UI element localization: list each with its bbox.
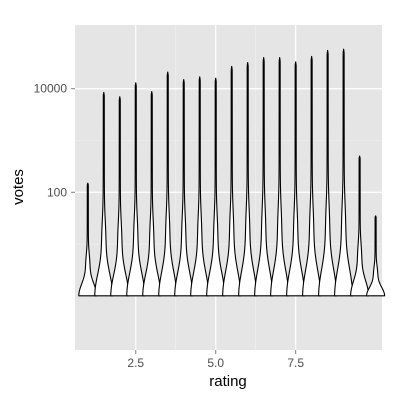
y-tick-label: 100	[47, 185, 67, 199]
violin	[174, 79, 194, 297]
violin	[350, 155, 370, 297]
violin	[94, 91, 114, 297]
violin	[222, 65, 242, 297]
violin-series	[78, 48, 386, 297]
violin	[110, 96, 130, 297]
violin	[318, 49, 338, 297]
x-tick-label: 2.5	[127, 356, 144, 370]
x-tick-label: 5.0	[207, 356, 224, 370]
violin	[270, 56, 290, 297]
violin	[366, 215, 386, 297]
x-axis: 2.5 5.0 7.5	[127, 350, 304, 370]
plot-panel	[75, 25, 382, 350]
x-axis-title: rating	[209, 373, 247, 390]
violin	[190, 76, 210, 297]
violin	[254, 56, 274, 297]
violin	[126, 82, 146, 297]
violin	[286, 61, 306, 297]
y-axis-title: votes	[10, 169, 27, 205]
x-tick-label: 7.5	[287, 356, 304, 370]
violin	[78, 182, 98, 297]
violin	[206, 77, 226, 297]
y-axis: 100 10000	[34, 82, 75, 199]
violin	[158, 71, 178, 297]
violin	[238, 62, 258, 297]
y-tick-label: 10000	[34, 82, 68, 96]
violin	[334, 48, 354, 297]
violin	[142, 91, 162, 297]
violin	[302, 55, 322, 297]
